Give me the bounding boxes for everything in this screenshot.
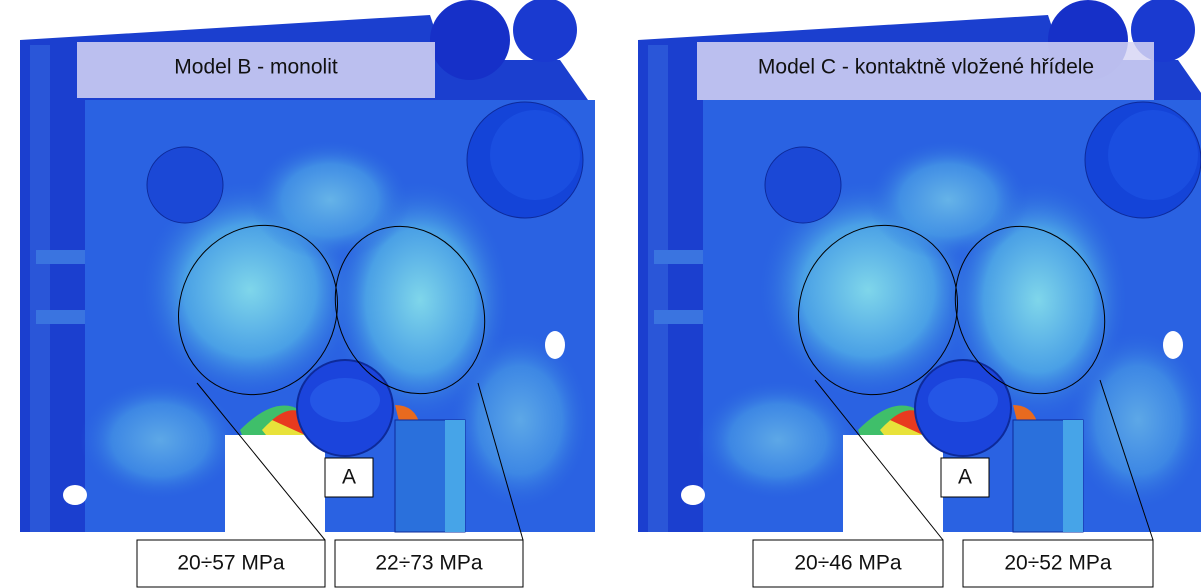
stress-range: 20÷57 MPa <box>177 552 285 575</box>
panel-title: Model B - monolit <box>174 56 338 79</box>
panel-title: Model C - kontaktně vložené hřídele <box>758 56 1094 79</box>
marker-label: A <box>958 466 972 489</box>
stress-range: 22÷73 MPa <box>375 552 483 575</box>
stress-range: 20÷46 MPa <box>794 552 902 575</box>
marker-label: A <box>342 466 356 489</box>
stress-range: 20÷52 MPa <box>1004 552 1112 575</box>
figure: Model B - monolit A 20÷57 MPa 22÷73 MPa … <box>0 0 1201 588</box>
